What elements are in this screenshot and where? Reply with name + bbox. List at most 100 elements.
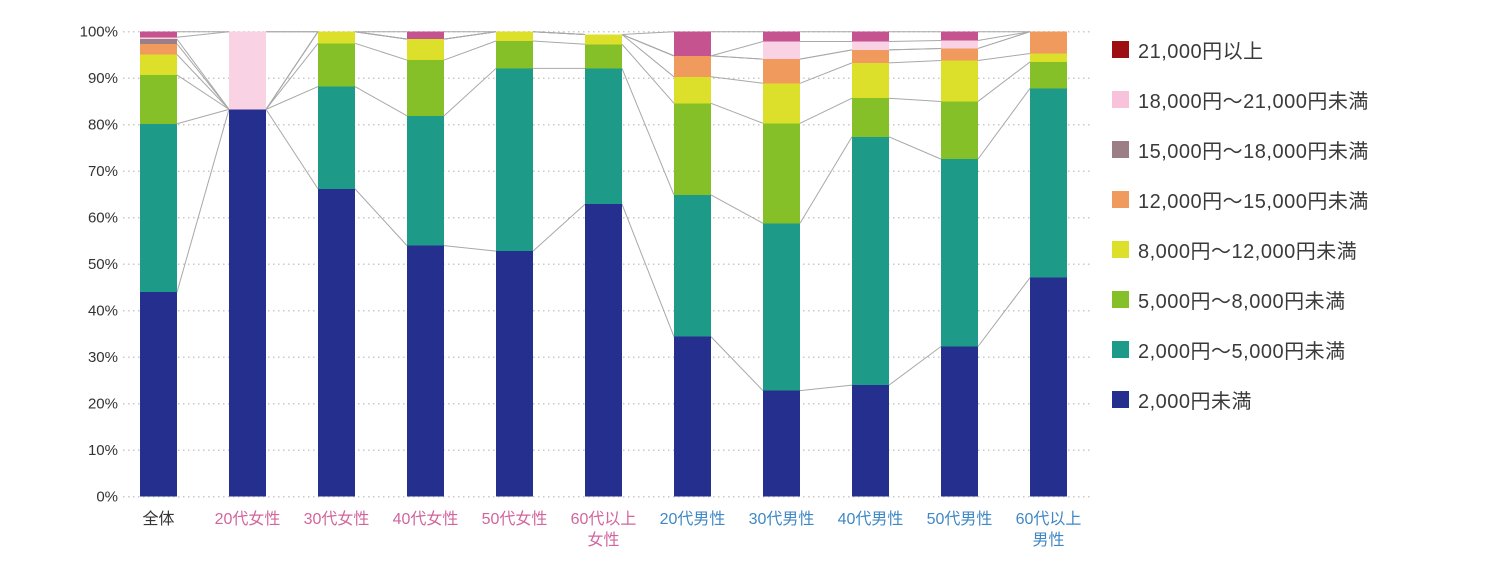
bar-segment-30代女性-8,000円〜12,000円未満 [318,31,355,44]
series-connector-line [977,88,1031,160]
x-tick-label-40代男性: 40代男性 [838,510,904,528]
bar-segment-50代男性-21,000円以上 [941,31,978,41]
series-connector-line [799,136,853,224]
bar-segment-20代男性-8,000円〜12,000円未満 [674,76,711,104]
x-tick-label-全体: 全体 [142,510,174,528]
bar-segment-30代男性-2,000円〜5,000円未満 [763,223,800,391]
series-connector-line [710,194,764,224]
legend-label: 21,000円以上 [1138,40,1264,63]
bar-segment-全体-18,000円〜21,000円未満 [140,37,177,40]
legend-swatch [1112,341,1129,358]
series-connector-line [888,97,942,102]
bar-segment-50代男性-12,000円〜15,000円未満 [941,48,978,61]
x-tick-label-50代男性: 50代男性 [927,510,993,528]
bar-segment-40代女性-2,000円〜5,000円未満 [407,115,444,246]
bar-segment-20代男性-5,000円〜8,000円未満 [674,103,711,195]
series-connector-line [443,31,497,40]
bar-segment-全体-8,000円〜12,000円未満 [140,54,177,75]
x-tick-label-60代以上男性: 男性 [1032,531,1064,549]
series-connector-line [443,40,497,61]
bar-segment-40代男性-12,000円〜15,000円未満 [852,49,889,63]
y-tick-label-70%: 70% [88,163,118,180]
bar-segment-20代男性-2,000円〜5,000円未満 [674,194,711,337]
legend-label: 8,000円〜12,000円未満 [1138,240,1358,263]
series-connector-line [888,346,942,386]
bar-segment-60代以上男性-8,000円〜12,000円未満 [1030,53,1067,62]
y-tick-label-0%: 0% [96,489,118,506]
series-connector-line [977,31,1031,42]
legend-item: 5,000円〜8,000円未満 [1112,274,1492,324]
x-tick-label-50代女性: 50代女性 [482,509,548,528]
x-tick-label-60代以上女性: 60代以上 [571,510,637,528]
series-connector-line [621,34,675,78]
bar-segment-全体-15,000円〜18,000円未満 [140,39,177,44]
bar-segment-全体-21,000円以上 [140,31,177,38]
series-connector-line [443,68,497,117]
bar-segment-30代女性-2,000円未満 [318,188,355,497]
series-connector-line [710,40,764,57]
x-tick-label-30代女性: 30代女性 [304,509,370,528]
legend-label: 12,000円〜15,000円未満 [1138,190,1369,213]
y-tick-label-100%: 100% [80,24,118,41]
series-connector-line [621,43,675,104]
bar-segment-40代女性-2,000円未満 [407,245,444,497]
bar-segment-30代女性-2,000円〜5,000円未満 [318,86,355,189]
legend-swatch [1112,41,1129,58]
legend-item: 8,000円〜12,000円未満 [1112,224,1492,274]
series-connector-line [176,38,230,110]
bar-segment-60代以上女性-5,000円〜8,000円未満 [585,44,622,69]
series-connector-line [354,86,408,117]
legend-item: 2,000円未満 [1112,374,1492,424]
bar-segment-20代男性-12,000円〜15,000円未満 [674,55,711,77]
bar-segment-20代女性-2,000円未満 [229,109,266,497]
legend-swatch [1112,241,1129,258]
series-connector-line [176,108,230,125]
bar-segment-60代以上女性-2,000円未満 [585,204,622,497]
x-tick-label-30代男性: 30代男性 [749,510,815,528]
series-connector-line [265,86,319,110]
y-tick-label-80%: 80% [88,117,118,134]
bar-segment-60代以上男性-5,000円〜8,000円未満 [1030,61,1067,89]
y-tick-label-90%: 90% [88,70,118,87]
bar-segment-50代男性-2,000円未満 [941,346,978,497]
series-connector-line [176,31,230,38]
series-connector-line [265,43,319,110]
bar-segment-30代男性-18,000円〜21,000円未満 [763,41,800,60]
series-connector-line [354,42,408,61]
bar-segment-60代以上男性-2,000円〜5,000円未満 [1030,88,1067,278]
series-connector-line [443,245,497,252]
bar-segment-20代男性-2,000円未満 [674,336,711,497]
legend-item: 21,000円以上 [1112,24,1492,74]
x-tick-label-40代女性: 40代女性 [393,509,459,528]
legend-item: 2,000円〜5,000円未満 [1112,324,1492,374]
bar-segment-30代男性-12,000円〜15,000円未満 [763,59,800,84]
series-connector-line [176,109,230,293]
series-connector-line [888,47,942,51]
bar-segment-40代男性-8,000円〜12,000円未満 [852,62,889,99]
bar-segment-50代女性-2,000円未満 [496,251,533,497]
bar-segment-60代以上女性-2,000円〜5,000円未満 [585,68,622,205]
legend-item: 18,000円〜21,000円未満 [1112,74,1492,124]
series-connector-line [621,68,675,196]
series-connector-line [977,277,1031,347]
bar-segment-全体-2,000円未満 [140,292,177,497]
series-connector-line [354,188,408,246]
y-tick-label-60%: 60% [88,210,118,227]
series-connector-line [532,203,586,252]
bar-segment-50代男性-18,000円〜21,000円未満 [941,40,978,49]
legend-label: 2,000円〜5,000円未満 [1138,340,1346,363]
x-tick-label-60代以上男性: 60代以上 [1016,510,1082,528]
x-tick-label-20代男性: 20代男性 [660,510,726,528]
bar-segment-60代以上男性-2,000円未満 [1030,277,1067,497]
bar-segment-30代男性-2,000円未満 [763,390,800,497]
bar-segment-60代以上男性-12,000円〜15,000円未満 [1030,31,1067,54]
bar-segment-40代女性-8,000円〜12,000円未満 [407,39,444,61]
bar-segment-40代男性-5,000円〜8,000円未満 [852,98,889,137]
bar-segment-50代女性-2,000円〜5,000円未満 [496,68,533,252]
chart-legend: 21,000円以上 18,000円〜21,000円未満 15,000円〜18,000… [1112,24,1492,424]
legend-item: 15,000円〜18,000円未満 [1112,124,1492,174]
series-connector-line [621,34,675,57]
legend-swatch [1112,191,1129,208]
series-connector-line [176,54,230,110]
series-connector-line [977,53,1031,62]
